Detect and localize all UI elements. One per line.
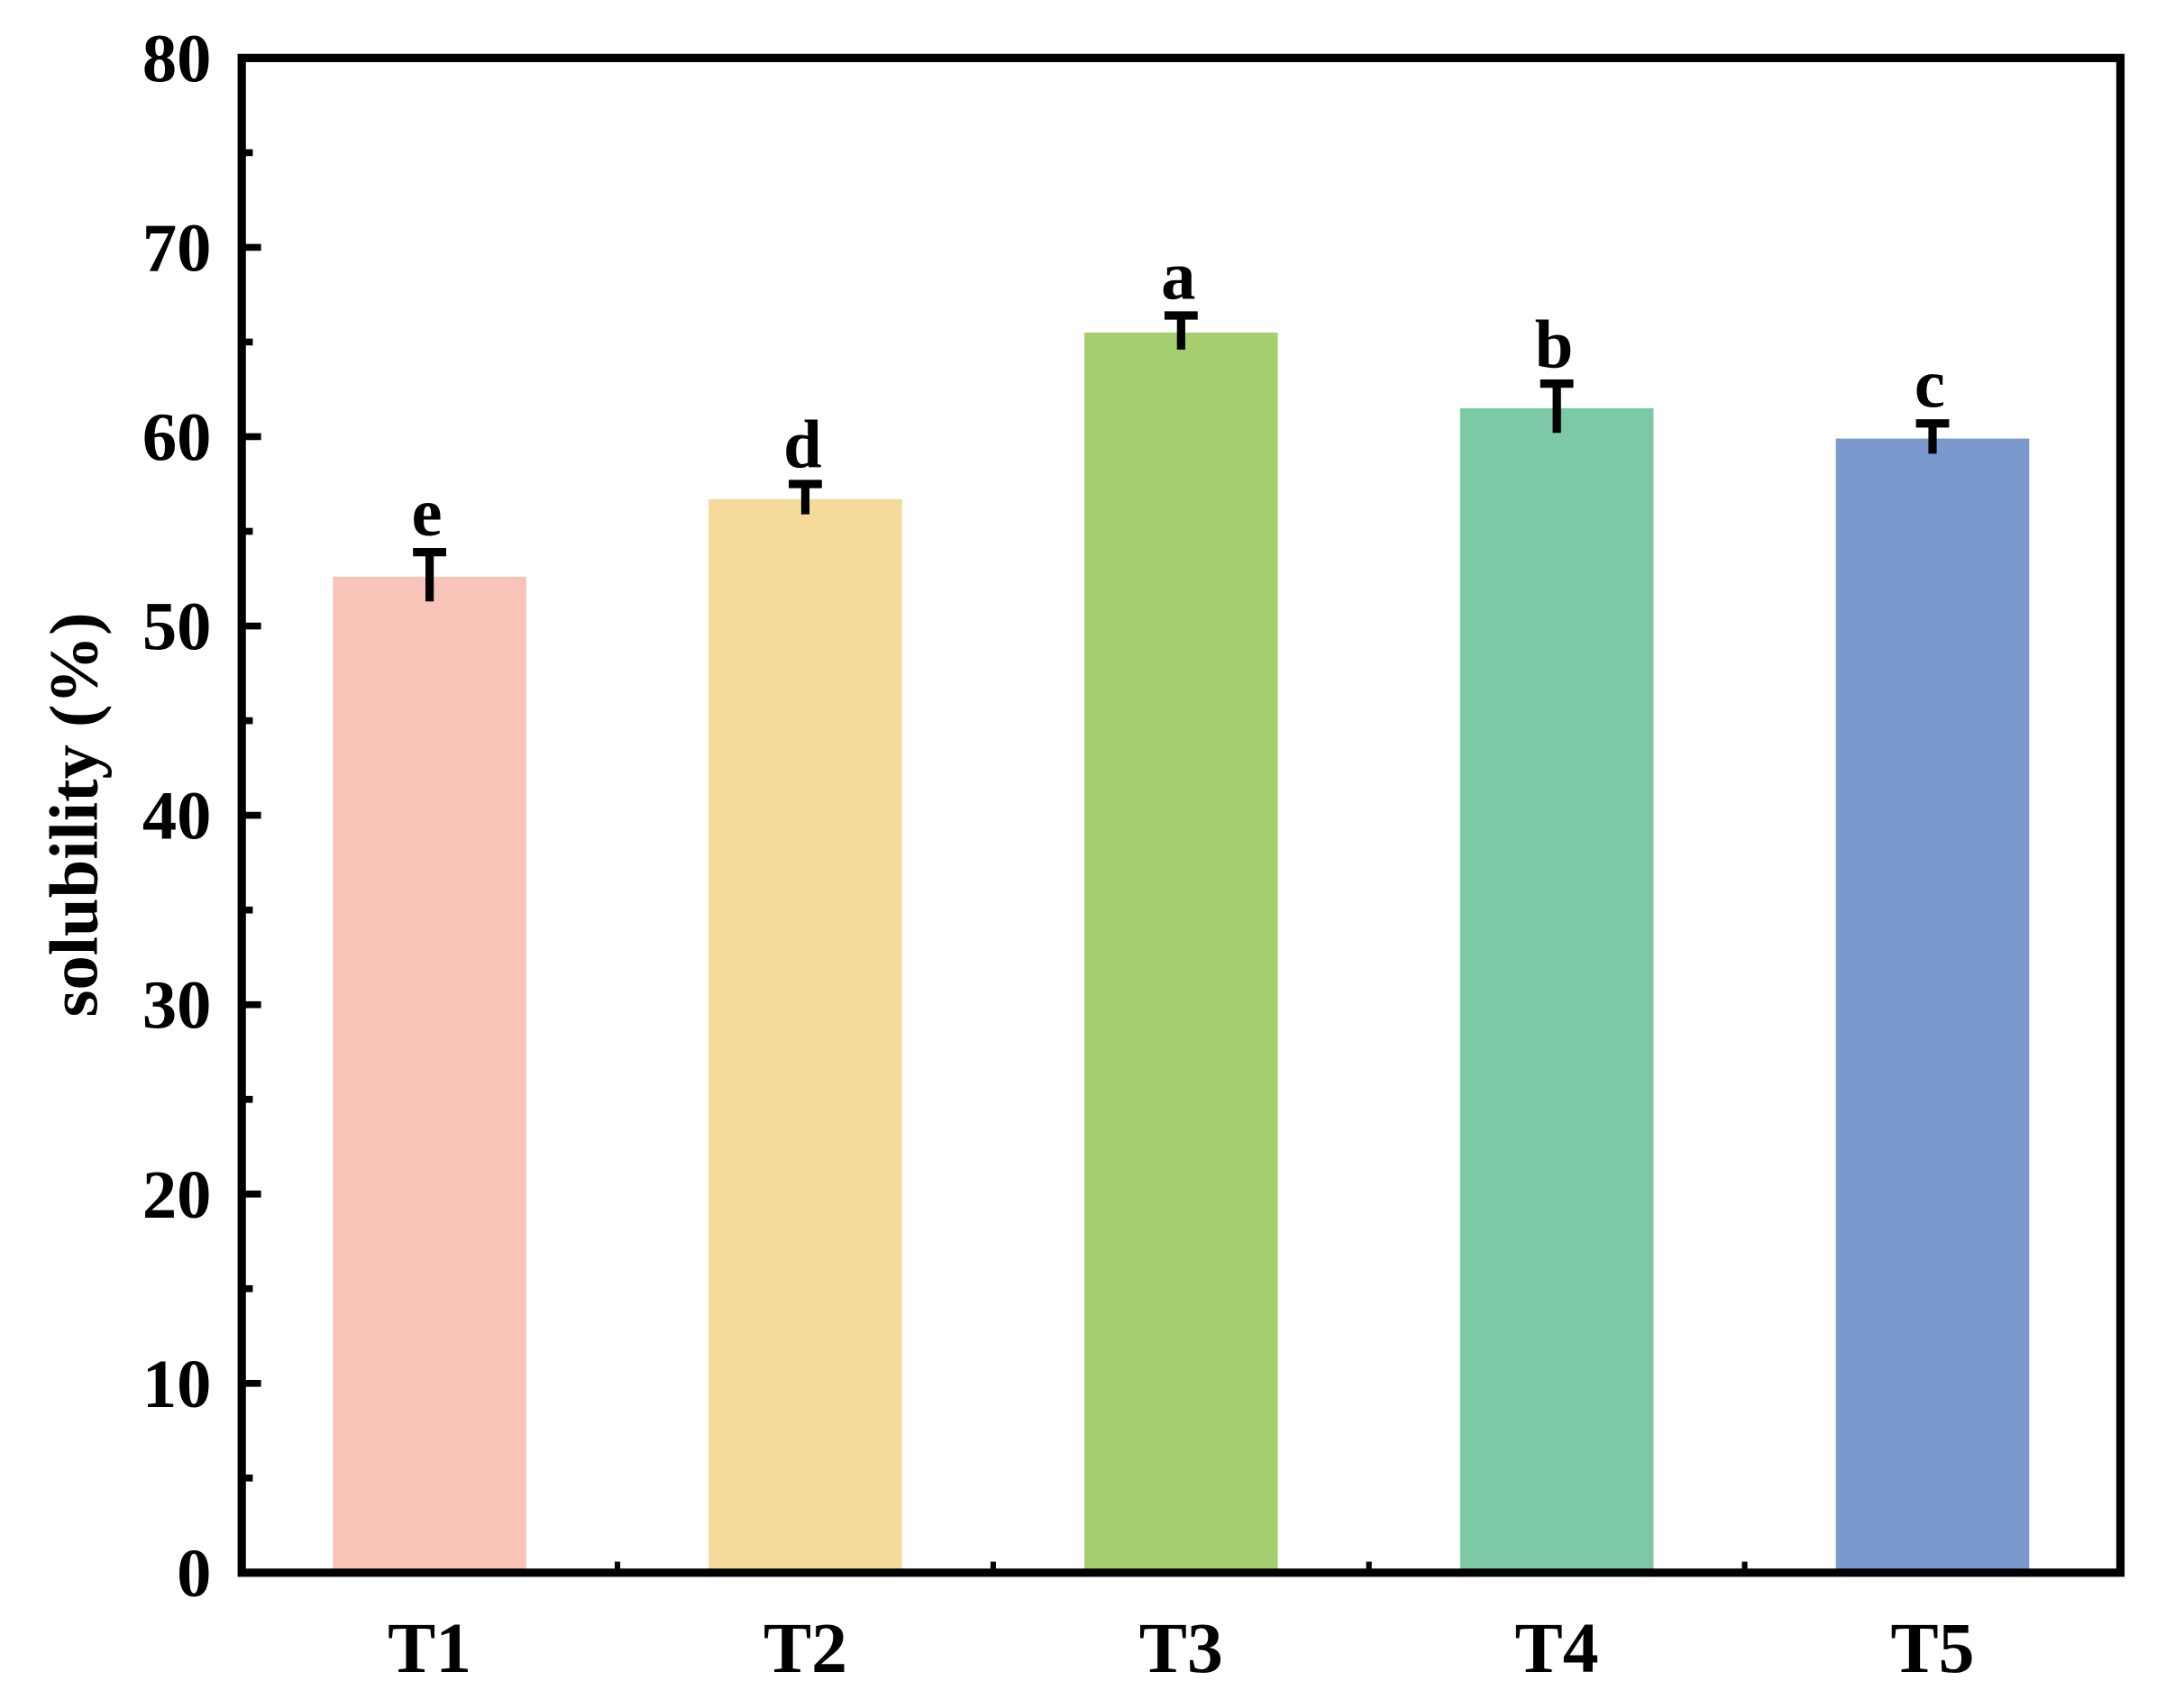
y-tick-label: 50	[142, 589, 212, 665]
error-bar	[1540, 379, 1574, 434]
y-tick-label: 20	[142, 1156, 212, 1233]
y-tick-label: 60	[142, 399, 212, 476]
bar	[1835, 438, 2030, 1573]
bar	[708, 498, 902, 1573]
x-tick-label: T4	[1515, 1609, 1599, 1688]
error-bar	[1915, 419, 1950, 454]
significance-label: d	[783, 406, 822, 483]
x-tick-label: T5	[1891, 1609, 1975, 1688]
y-axis-label: solubility (%)	[35, 612, 112, 1017]
error-bar	[789, 480, 822, 515]
error-bar	[413, 548, 447, 602]
significance-label: e	[412, 474, 443, 551]
y-tick-label: 70	[142, 209, 212, 286]
x-tick-label: T2	[763, 1609, 847, 1688]
bar	[333, 576, 526, 1573]
y-tick-label: 40	[142, 778, 212, 854]
plot-frame	[237, 53, 2125, 1577]
y-tick-label: 10	[142, 1346, 212, 1422]
bar	[1459, 407, 1654, 1573]
y-tick-label: 30	[142, 967, 212, 1044]
x-tick-label: T3	[1139, 1609, 1223, 1688]
bar	[1084, 332, 1278, 1573]
significance-label: a	[1161, 238, 1195, 315]
y-tick-label: 80	[142, 20, 212, 96]
significance-label: c	[1915, 345, 1945, 422]
x-tick-label: T1	[388, 1609, 471, 1688]
significance-label: b	[1535, 306, 1574, 382]
y-tick-label: 0	[177, 1535, 211, 1612]
error-bar	[1164, 311, 1198, 350]
